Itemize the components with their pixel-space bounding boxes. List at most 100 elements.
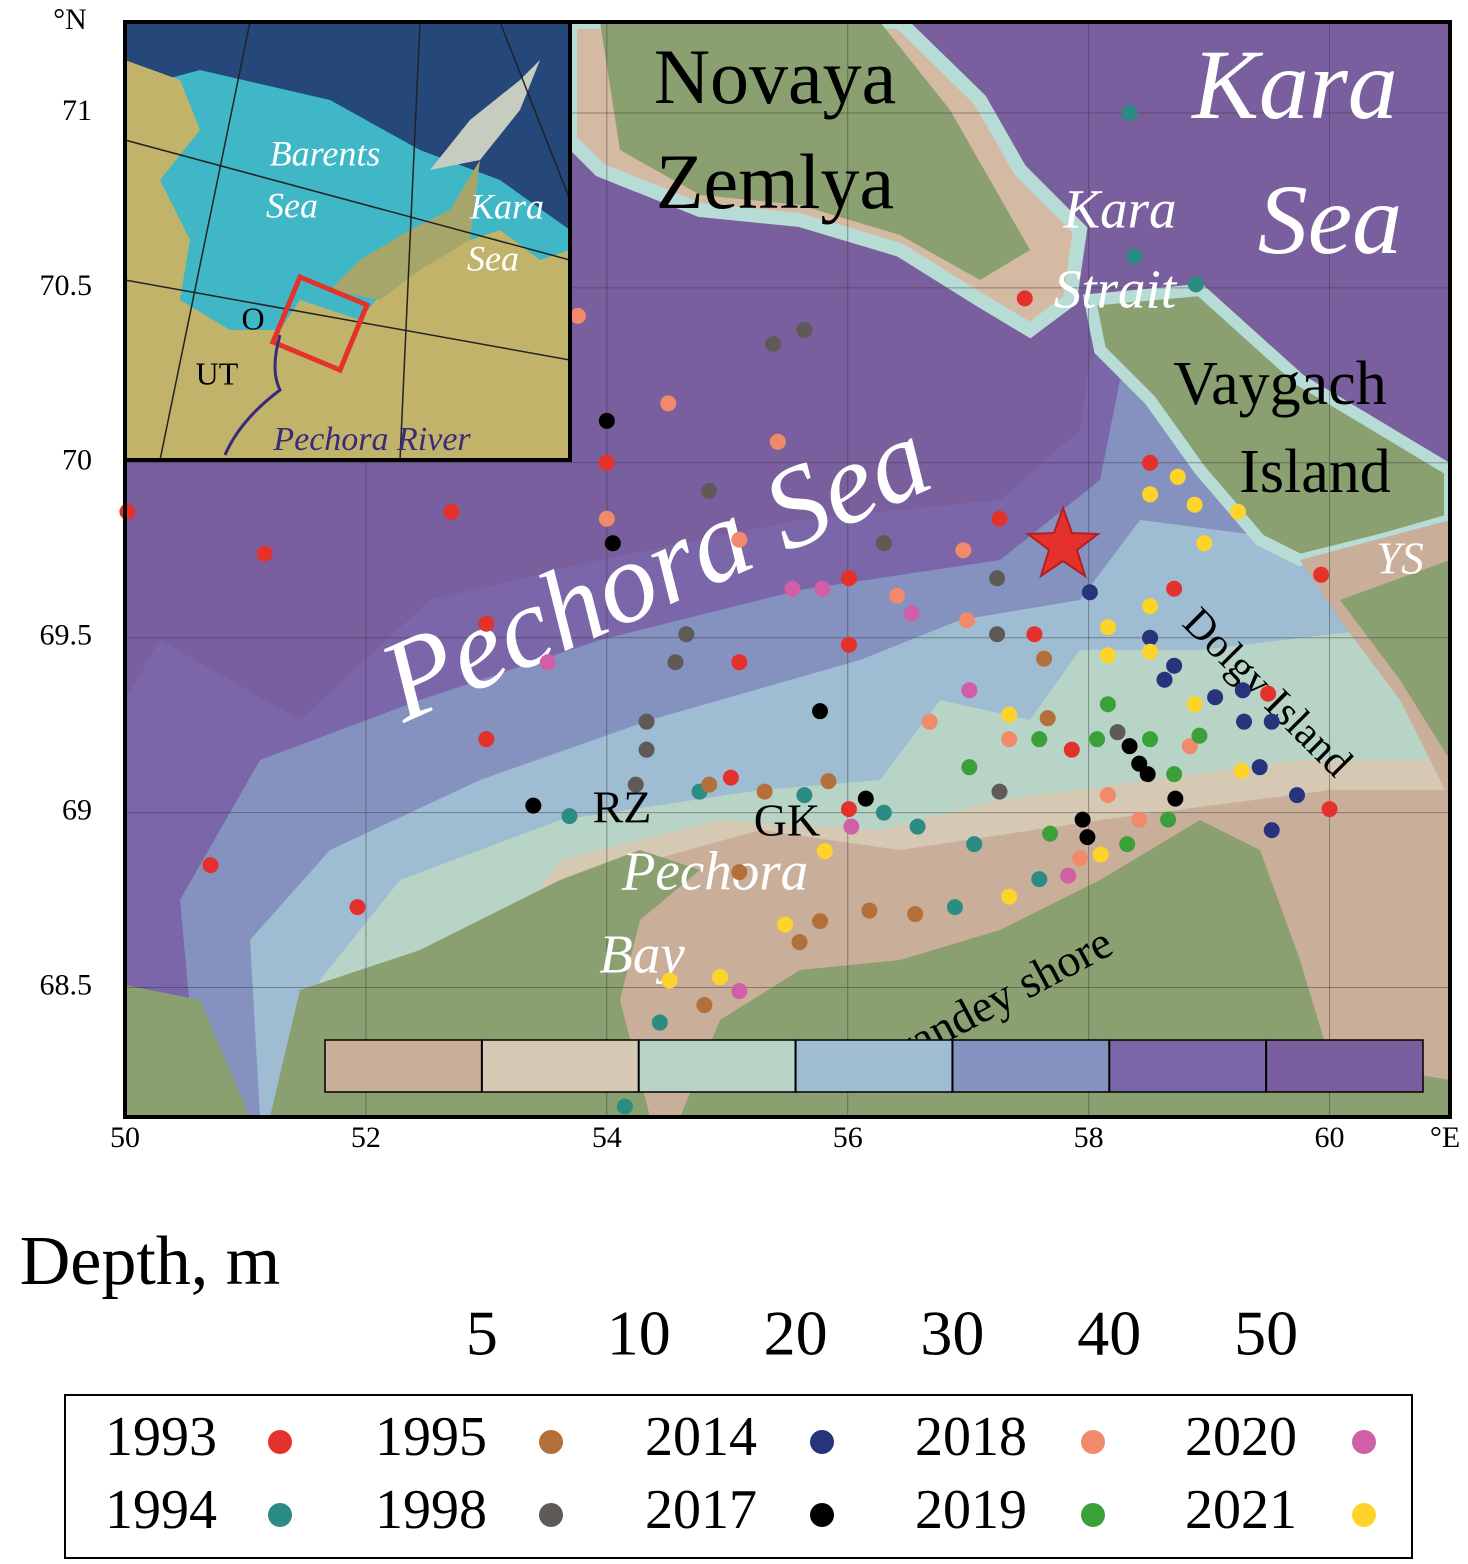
station-dot: [1142, 486, 1159, 503]
station-dot: [857, 790, 874, 807]
station-dot: [701, 776, 718, 793]
station-dot: [1263, 713, 1280, 730]
depth-tick-label: 50: [1234, 1298, 1298, 1369]
station-dot: [966, 836, 983, 853]
inset-label: Pechora River: [272, 421, 471, 458]
station-dot: [1166, 657, 1183, 674]
station-dot: [1016, 290, 1033, 307]
station-dot: [1186, 696, 1203, 713]
station-dot: [1131, 811, 1148, 828]
depth-swatch: [324, 1039, 483, 1093]
legend-swatch: [1081, 1503, 1105, 1527]
station-dot: [812, 703, 829, 720]
station-dot: [1207, 689, 1224, 706]
station-dot: [907, 906, 924, 923]
legend-swatch: [539, 1430, 563, 1454]
place-label: Sea: [1258, 164, 1402, 275]
station-dot: [791, 934, 808, 951]
station-dot: [443, 503, 460, 520]
station-dot: [1186, 496, 1203, 513]
station-dot: [1121, 738, 1138, 755]
depth-swatch: [637, 1039, 797, 1093]
station-dot: [1109, 724, 1126, 741]
station-dot: [1230, 503, 1246, 520]
x-tick-label: 56: [833, 1121, 863, 1154]
place-label: Novaya: [654, 33, 897, 120]
station-dot: [712, 969, 729, 986]
depth-swatch: [794, 1039, 954, 1093]
station-dot: [1092, 846, 1109, 863]
station-dot: [816, 843, 833, 860]
station-dot: [256, 545, 273, 562]
depth-scale: 5 10 20 30 40 50: [324, 1039, 1424, 1369]
station-dot: [731, 983, 748, 1000]
x-tick-label: 60: [1315, 1121, 1345, 1154]
place-label: GK: [754, 795, 820, 846]
station-dot: [1099, 619, 1116, 636]
station-dot: [1072, 850, 1089, 867]
station-dot: [1263, 822, 1280, 839]
legend-swatch: [539, 1503, 563, 1527]
legend-swatch: [1352, 1430, 1376, 1454]
station-dot: [651, 1014, 668, 1031]
station-dot: [1160, 811, 1177, 828]
legend-swatch: [810, 1430, 834, 1454]
station-dot: [598, 454, 615, 471]
station-dot: [604, 535, 621, 552]
place-label: Island: [1239, 438, 1391, 506]
station-dot: [946, 899, 963, 916]
station-dot: [875, 535, 892, 552]
legend-label: 1998: [375, 1479, 487, 1541]
place-label: Vaygach: [1173, 350, 1386, 418]
station-dot: [861, 902, 878, 919]
station-dot: [1026, 626, 1043, 643]
station-dot: [667, 654, 684, 671]
legend-swatch: [268, 1430, 292, 1454]
station-dot: [814, 580, 831, 597]
legend-box: [64, 1394, 1413, 1559]
station-dot: [958, 612, 975, 629]
legend-label: 2018: [915, 1406, 1027, 1468]
y-unit: °N: [53, 3, 87, 36]
station-dot: [961, 759, 978, 776]
station-dot: [638, 713, 655, 730]
station-dot: [796, 321, 813, 338]
station-dot: [840, 570, 857, 587]
station-dot: [1166, 580, 1183, 597]
depth-tick-label: 5: [466, 1298, 498, 1369]
legend-label: 2020: [1185, 1406, 1297, 1468]
station-dot: [756, 783, 773, 800]
station-dot: [820, 773, 837, 790]
station-dot: [769, 433, 786, 450]
station-dot: [1119, 836, 1136, 853]
station-dot: [638, 741, 655, 758]
station-dot: [1039, 710, 1056, 727]
station-dot: [765, 335, 782, 352]
station-dot: [1042, 825, 1059, 842]
station-dot: [784, 580, 801, 597]
depth-swatch: [951, 1039, 1111, 1093]
inset-label: Sea: [266, 185, 318, 225]
station-dot: [525, 797, 542, 814]
star-marker: [1025, 505, 1101, 579]
station-dot: [1121, 104, 1138, 121]
station-dot: [1063, 741, 1080, 758]
station-dot: [1181, 738, 1198, 755]
station-dot: [731, 864, 748, 881]
station-dot: [875, 804, 892, 821]
station-dot: [1099, 696, 1116, 713]
depth-scale-title: Depth, m: [20, 1223, 281, 1300]
legend-label: 2019: [915, 1479, 1027, 1541]
station-dot: [731, 654, 748, 671]
depth-swatch: [1265, 1039, 1424, 1093]
station-dot: [1289, 787, 1306, 804]
inset-label: Barents: [270, 133, 381, 173]
station-dot: [1191, 727, 1208, 744]
station-dot: [991, 783, 1008, 800]
inset-label: O: [241, 300, 264, 336]
station-dot: [796, 787, 813, 804]
station-dot: [349, 899, 366, 916]
station-dot: [627, 776, 644, 793]
depth-tick-label: 10: [607, 1298, 671, 1369]
